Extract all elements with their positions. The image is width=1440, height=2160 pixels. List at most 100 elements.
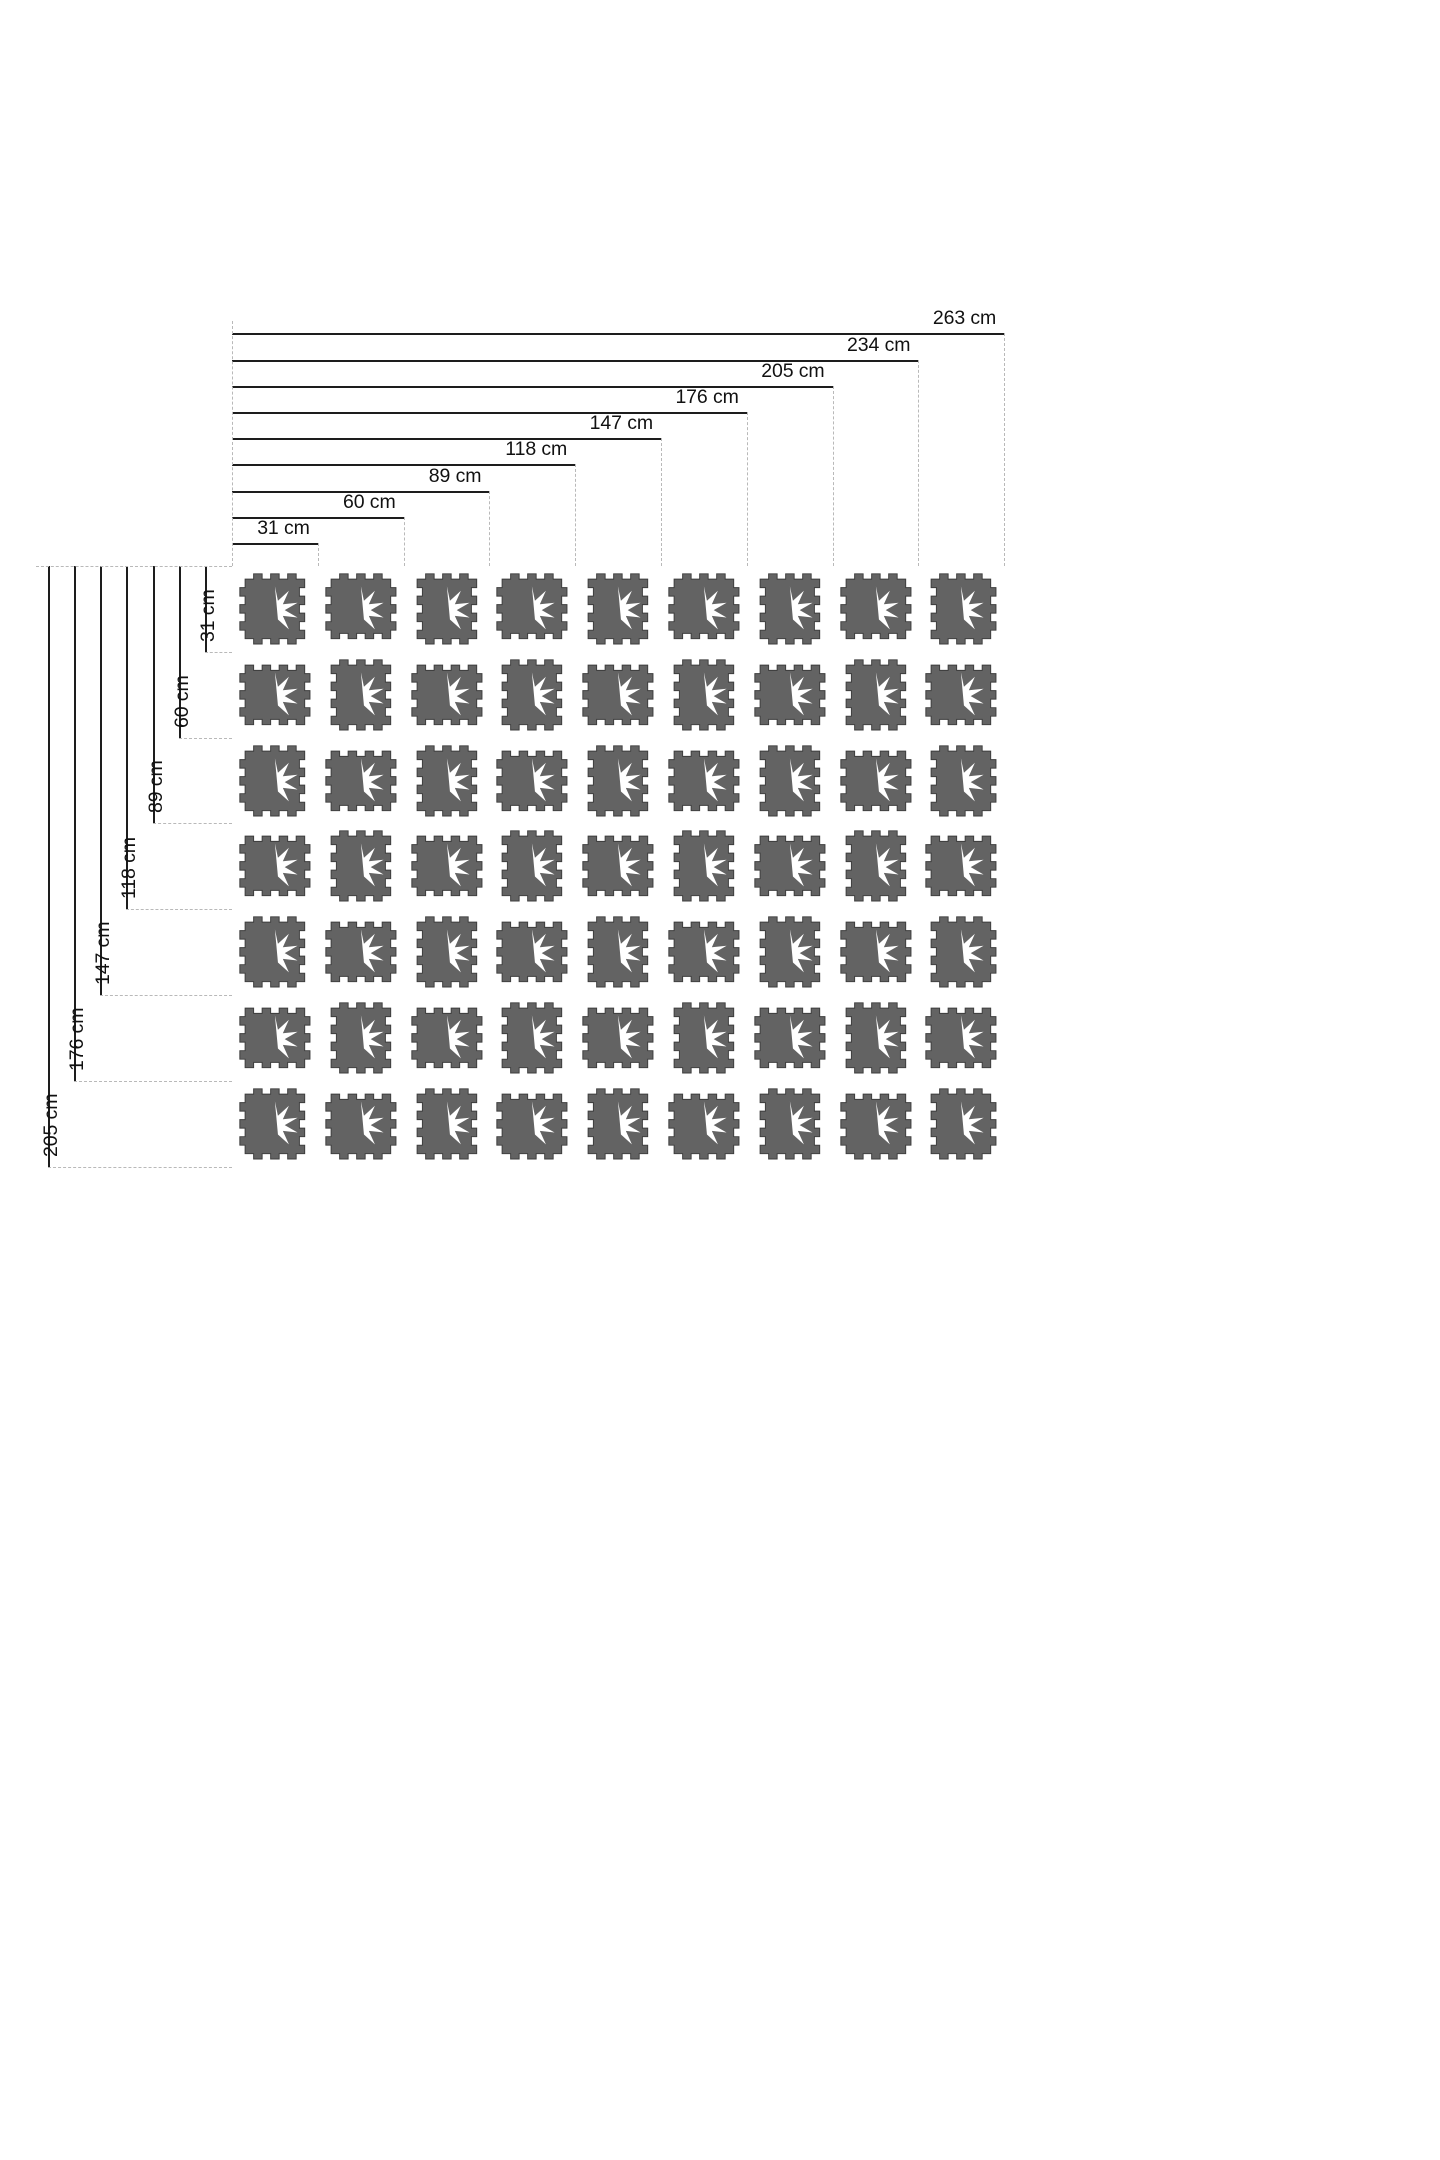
- tile-svg: [673, 659, 735, 731]
- mat-tile: [747, 995, 833, 1081]
- tile-svg: [410, 664, 483, 725]
- star-icon: [875, 929, 899, 973]
- tile-svg: [587, 573, 649, 645]
- star-icon: [789, 843, 813, 887]
- tile-body: [582, 1007, 654, 1069]
- star-icon: [360, 929, 384, 973]
- star-icon: [618, 1101, 641, 1145]
- mat-tile: [833, 995, 919, 1081]
- mat-tile: [575, 566, 661, 652]
- mat-tile: [747, 738, 833, 824]
- horizontal-dimension-label: 31 cm: [257, 517, 310, 539]
- tile-body: [925, 1007, 997, 1069]
- tile-svg: [239, 1088, 306, 1160]
- star-icon: [360, 757, 384, 801]
- tile-body: [839, 750, 912, 811]
- star-icon: [703, 1015, 727, 1059]
- mat-tile: [918, 566, 1004, 652]
- horizontal-extension-line: [403, 516, 405, 566]
- tile-svg: [502, 659, 563, 731]
- horizontal-dimension-line: [232, 490, 490, 493]
- tile-svg: [754, 664, 826, 725]
- star-icon: [961, 672, 984, 716]
- tile-body: [668, 750, 740, 811]
- tile-body: [845, 1002, 906, 1074]
- vertical-extension-line: [74, 1080, 232, 1082]
- tile-svg: [416, 744, 477, 817]
- star-icon: [875, 1101, 899, 1145]
- tile-svg: [582, 1007, 654, 1069]
- vertical-dimension-label: 118 cm: [118, 837, 141, 900]
- vertical-dimension-label: 31 cm: [197, 589, 219, 642]
- mat-tile: [575, 909, 661, 995]
- mat-tile: [747, 566, 833, 652]
- mat-tile: [489, 1081, 575, 1167]
- tile-body: [330, 1002, 391, 1074]
- tile-body: [330, 830, 391, 902]
- tile-body: [239, 1007, 311, 1069]
- tile-svg: [839, 573, 912, 640]
- star-icon: [274, 757, 298, 801]
- mat-tile: [489, 909, 575, 995]
- tile-svg: [759, 744, 820, 817]
- star-icon: [274, 586, 298, 630]
- tile-svg: [496, 573, 568, 640]
- tile-body: [416, 916, 477, 988]
- tile-body: [673, 830, 735, 902]
- tile-svg: [239, 573, 306, 645]
- mat-tile: [833, 738, 919, 824]
- tile-svg: [496, 750, 568, 811]
- star-icon: [532, 1101, 555, 1145]
- horizontal-extension-line: [918, 359, 920, 566]
- tile-svg: [416, 916, 477, 988]
- star-icon: [360, 1101, 384, 1145]
- tile-svg: [839, 1093, 912, 1160]
- tile-body: [325, 1093, 397, 1160]
- horizontal-dimension-line: [232, 516, 404, 519]
- star-icon: [789, 672, 813, 716]
- star-icon: [446, 757, 470, 801]
- star-icon: [360, 586, 384, 630]
- tile-body: [582, 836, 654, 897]
- tile-svg: [325, 1093, 397, 1160]
- mat-tile: [833, 652, 919, 738]
- horizontal-dimension-label: 205 cm: [761, 359, 825, 382]
- tile-body: [239, 1088, 306, 1160]
- tile-svg: [502, 1002, 563, 1074]
- star-icon: [703, 1101, 727, 1145]
- tile-svg: [668, 921, 740, 983]
- mat-tile: [747, 1081, 833, 1167]
- mat-tile: [489, 823, 575, 909]
- horizontal-extension-line: [661, 438, 662, 566]
- tile-body: [845, 659, 906, 731]
- tile-body: [496, 750, 568, 811]
- star-icon: [618, 672, 641, 716]
- tile-body: [839, 573, 912, 640]
- mat-tile: [232, 1081, 318, 1167]
- horizontal-dimension-line: [232, 412, 747, 414]
- mat-tile: [489, 652, 575, 738]
- tile-body: [587, 573, 649, 645]
- star-icon: [274, 843, 298, 887]
- vertical-dimension-label: 147 cm: [92, 921, 115, 985]
- star-icon: [274, 1101, 298, 1145]
- tile-body: [416, 744, 477, 817]
- star-icon: [961, 929, 984, 973]
- tile-svg: [587, 1088, 649, 1160]
- star-icon: [875, 1015, 899, 1059]
- tile-svg: [668, 750, 740, 811]
- horizontal-extension-line: [746, 412, 748, 566]
- tile-body: [416, 1088, 477, 1160]
- tile-body: [759, 916, 820, 988]
- tile-svg: [673, 1002, 735, 1074]
- star-icon: [703, 843, 727, 887]
- mat-tile: [747, 652, 833, 738]
- mat-tile: [575, 823, 661, 909]
- mat-left-edge-extension: [232, 321, 233, 566]
- tile-body: [759, 744, 820, 817]
- tile-svg: [416, 1088, 477, 1160]
- mat-tile: [318, 995, 404, 1081]
- tile-body: [587, 916, 649, 988]
- tile-svg: [410, 1007, 483, 1069]
- star-icon: [703, 672, 727, 716]
